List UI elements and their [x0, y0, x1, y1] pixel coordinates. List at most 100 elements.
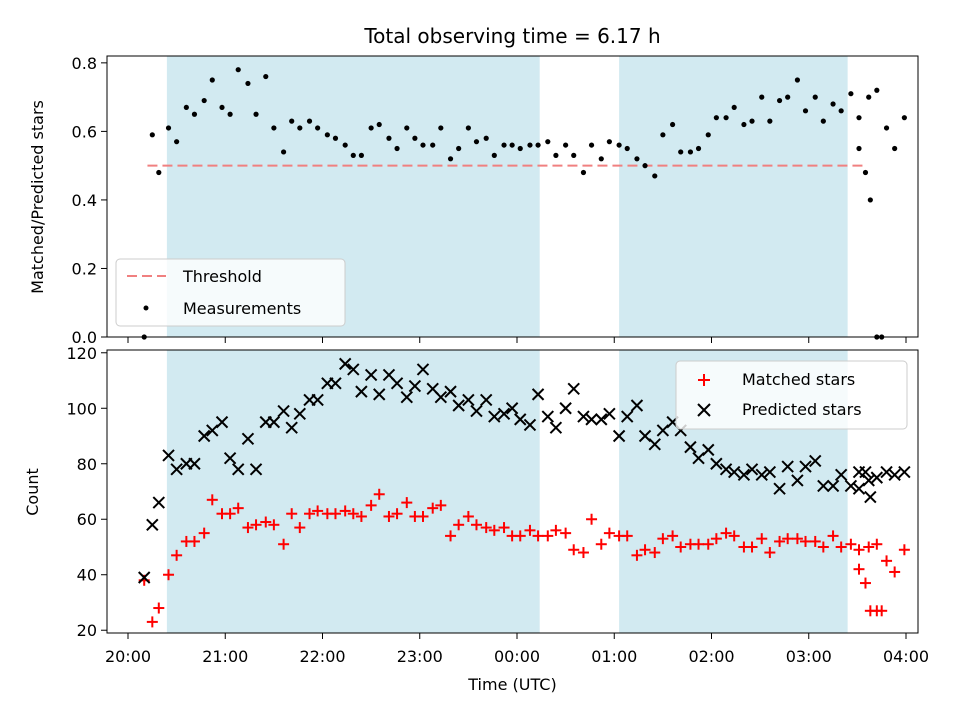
measurement-point [156, 169, 162, 176]
predicted-point [898, 465, 911, 479]
predicted-point [603, 407, 616, 421]
measurement-point [342, 142, 348, 148]
predicted-point [267, 415, 281, 429]
predicted-point-b [612, 429, 626, 443]
predicted-point-b [444, 385, 457, 398]
predicted-point [630, 399, 644, 412]
predicted-point [470, 404, 483, 418]
predicted-point-b [541, 410, 555, 423]
matched-point [809, 535, 821, 547]
measurement-point [776, 97, 783, 104]
predicted-point-b [408, 379, 422, 393]
predicted-point-b [373, 388, 386, 401]
matched-point [514, 530, 526, 542]
matched-point [417, 510, 429, 522]
measurement-point [183, 104, 189, 111]
matched-point [853, 563, 865, 575]
predicted-point-b [817, 479, 830, 493]
predicted-point [347, 363, 360, 376]
predicted-point [864, 490, 877, 504]
predicted-point-b [241, 432, 255, 445]
predicted-point-b [826, 479, 840, 493]
predicted-point-b [364, 368, 378, 382]
matched-point [294, 522, 306, 534]
matched-point [365, 499, 377, 511]
predicted-point-b [864, 490, 877, 504]
x-axis-label: Time (UTC) [467, 675, 556, 694]
matched-point [649, 547, 661, 559]
measurement-point [741, 121, 747, 128]
predicted-point-b [505, 402, 519, 415]
predicted-point [549, 421, 563, 434]
matched-point [667, 530, 679, 542]
measurement-point [794, 77, 801, 83]
bottom-panel: 20 40 60 80 100 120 20:00 21:00 22:00 23:00 00:00… [23, 344, 929, 694]
predicted-point [373, 388, 386, 401]
bottom-legend: Matched stars Predicted stars [675, 360, 908, 430]
predicted-point-b [497, 407, 511, 421]
matched-point [383, 510, 395, 522]
measurement-point [491, 152, 497, 158]
predicted-point [559, 402, 572, 415]
predicted-point [745, 463, 759, 476]
matched-point [232, 502, 244, 514]
predicted-point-b [146, 518, 159, 532]
legend-threshold-label: Threshold [182, 267, 262, 286]
predicted-point [277, 404, 290, 418]
matched-point [188, 535, 200, 547]
predicted-point-b [249, 463, 263, 476]
predicted-point [719, 463, 733, 476]
matched-point [702, 538, 714, 550]
matched-point [800, 535, 812, 547]
bottom-axes-frame [106, 349, 919, 634]
matched-point [577, 547, 589, 559]
predicted-point-b [347, 363, 360, 376]
predicted-point [870, 471, 884, 484]
measurement-point [580, 169, 587, 176]
measurement-point [687, 149, 694, 155]
y-tick-label: 0.4 [72, 191, 97, 210]
shaded-interval [166, 350, 540, 633]
matched-point [859, 577, 871, 589]
predicted-point-b [595, 413, 608, 426]
matched-point [764, 547, 776, 559]
top-y-axis-label: Matched/Predicted stars [28, 100, 47, 294]
measurement-point [883, 125, 890, 131]
matched-point [631, 549, 643, 561]
predicted-point [434, 390, 448, 404]
predicted-point [834, 468, 848, 482]
predicted-point-b [311, 393, 324, 407]
predicted-point-b [898, 465, 911, 479]
measurement-point [201, 97, 207, 104]
predicted-point-b [382, 368, 396, 382]
measurement-point [509, 142, 515, 148]
matched-point [568, 544, 580, 556]
predicted-point-b [870, 471, 884, 484]
predicted-point [702, 443, 715, 457]
predicted-point [452, 399, 465, 412]
predicted-point-b [355, 385, 368, 398]
predicted-point-b [462, 393, 475, 407]
measurement-point [227, 111, 233, 117]
measurement-point [473, 139, 480, 145]
predicted-point-b [781, 460, 794, 473]
measurement-point [588, 142, 595, 148]
y-tick-label: 80 [77, 455, 97, 474]
measurement-point [660, 132, 666, 138]
matched-point [782, 533, 794, 545]
predicted-point-b [773, 482, 786, 495]
legend-predicted-swatch [697, 403, 711, 417]
matched-point [462, 510, 474, 522]
predicted-point [826, 479, 840, 493]
matched-point [347, 508, 359, 520]
x-tick-label: 03:00 [786, 647, 832, 666]
legend-measurements-label: Measurements [183, 299, 301, 318]
measurement-point [749, 118, 755, 124]
measurement-point [867, 197, 873, 203]
predicted-point-b [488, 410, 501, 423]
matched-point [312, 505, 324, 517]
measurement-point [253, 111, 259, 117]
predicted-point [138, 571, 151, 584]
predicted-point-b [745, 463, 759, 476]
matched-point [171, 549, 183, 561]
